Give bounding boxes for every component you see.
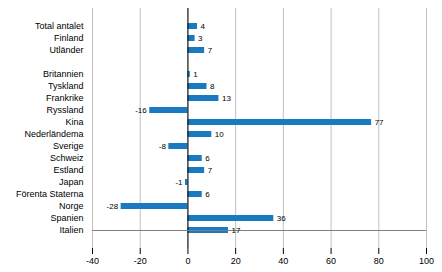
svg-text:3: 3	[198, 34, 203, 43]
svg-text:0: 0	[185, 256, 190, 266]
svg-text:36: 36	[277, 214, 286, 223]
svg-text:1: 1	[193, 70, 198, 79]
svg-text:17: 17	[231, 226, 240, 235]
svg-text:4: 4	[200, 22, 205, 31]
svg-text:Total antalet: Total antalet	[35, 21, 84, 31]
svg-text:Sverige: Sverige	[53, 141, 84, 151]
svg-text:Nederländema: Nederländema	[24, 129, 83, 139]
svg-text:13: 13	[222, 94, 231, 103]
svg-text:20: 20	[231, 256, 241, 266]
svg-text:Ryssland: Ryssland	[46, 105, 83, 115]
svg-text:8: 8	[210, 82, 215, 91]
svg-text:-1: -1	[175, 178, 183, 187]
svg-text:-28: -28	[107, 202, 119, 211]
svg-text:40: 40	[278, 256, 288, 266]
svg-text:Frankrike: Frankrike	[46, 93, 84, 103]
svg-text:100: 100	[419, 256, 434, 266]
svg-text:80: 80	[374, 256, 384, 266]
svg-text:Britannien: Britannien	[43, 69, 84, 79]
svg-text:Japan: Japan	[59, 177, 84, 187]
svg-text:77: 77	[375, 118, 384, 127]
svg-text:Utländer: Utländer	[49, 45, 83, 55]
svg-text:6: 6	[205, 154, 210, 163]
svg-text:-8: -8	[159, 142, 167, 151]
svg-text:7: 7	[208, 46, 213, 55]
svg-text:-16: -16	[135, 106, 147, 115]
svg-text:Italien: Italien	[59, 225, 83, 235]
svg-text:10: 10	[215, 130, 224, 139]
svg-text:6: 6	[205, 190, 210, 199]
svg-text:Kina: Kina	[65, 117, 83, 127]
svg-text:Finland: Finland	[54, 33, 84, 43]
svg-text:Schweiz: Schweiz	[50, 153, 84, 163]
svg-text:Tyskland: Tyskland	[48, 81, 84, 91]
svg-text:7: 7	[208, 166, 213, 175]
svg-text:Norge: Norge	[59, 201, 84, 211]
svg-text:Spanien: Spanien	[50, 213, 83, 223]
svg-text:-40: -40	[86, 256, 99, 266]
svg-text:Förenta Staterna: Förenta Staterna	[16, 189, 84, 199]
svg-text:Estland: Estland	[53, 165, 83, 175]
svg-text:60: 60	[326, 256, 336, 266]
svg-text:-20: -20	[134, 256, 147, 266]
